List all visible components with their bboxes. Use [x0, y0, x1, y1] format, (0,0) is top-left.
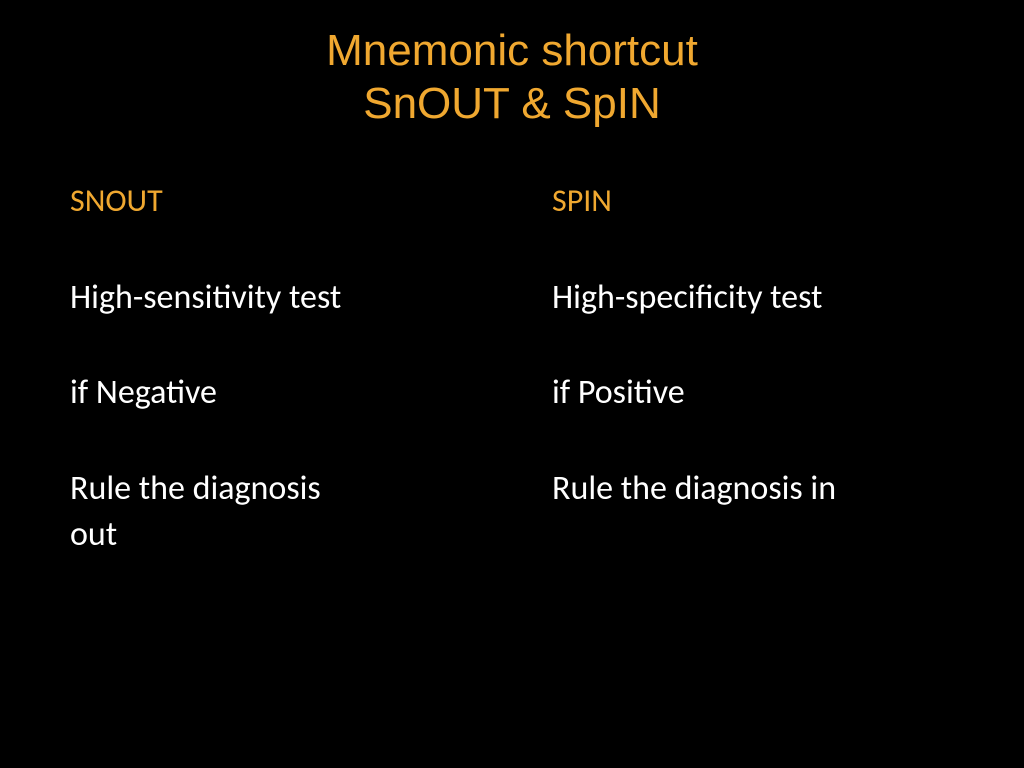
left-heading: SNOUT [70, 181, 472, 220]
left-body: High-sensitivity test if Negative Rule t… [70, 275, 472, 559]
left-line-2: if Negative [70, 370, 472, 416]
right-column: SPIN High-specificity test if Positive R… [552, 181, 954, 559]
right-line-3: Rule the diagnosis in [552, 466, 954, 512]
left-line-3b: out [70, 512, 472, 558]
right-line-2: if Positive [552, 370, 954, 416]
right-body: High-specificity test if Positive Rule t… [552, 275, 954, 513]
columns: SNOUT High-sensitivity test if Negative … [60, 181, 964, 559]
left-line-3a: Rule the diagnosis [70, 466, 472, 512]
left-column: SNOUT High-sensitivity test if Negative … [70, 181, 472, 559]
title-block: Mnemonic shortcut SnOUT & SpIN [60, 25, 964, 131]
right-heading: SPIN [552, 181, 954, 220]
left-line-1: High-sensitivity test [70, 275, 472, 321]
title-line-1: Mnemonic shortcut [60, 25, 964, 78]
title-line-2: SnOUT & SpIN [60, 78, 964, 131]
slide-container: Mnemonic shortcut SnOUT & SpIN SNOUT Hig… [0, 0, 1024, 768]
right-line-1: High-specificity test [552, 275, 954, 321]
